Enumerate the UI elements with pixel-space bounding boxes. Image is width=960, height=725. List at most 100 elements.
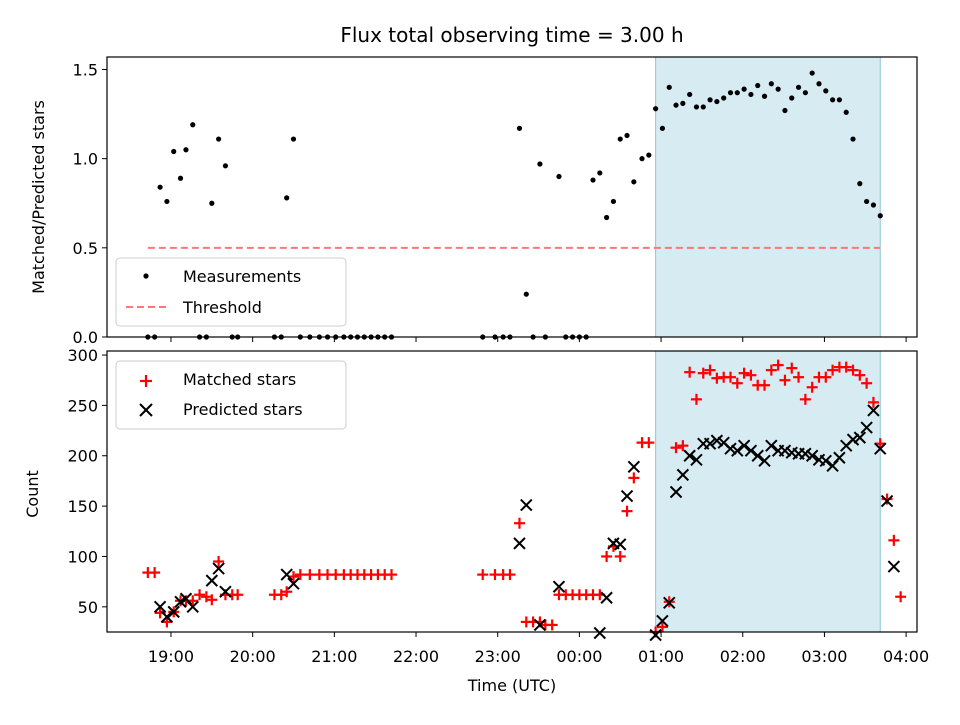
matched-star-point xyxy=(294,569,306,581)
bottom-y-axis-label: Count xyxy=(23,470,42,518)
measurement-point xyxy=(816,81,822,87)
matched-star-point xyxy=(684,366,696,378)
bottom-y-axis: 50 100 150 200 250 300 xyxy=(67,346,107,617)
x-tick-label: 23:00 xyxy=(475,647,521,666)
matched-star-point xyxy=(213,555,225,567)
measurement-point xyxy=(523,291,529,297)
predicted-star-point xyxy=(167,605,180,619)
predicted-star-point xyxy=(805,449,819,462)
measurement-point xyxy=(707,97,713,103)
top-panel: 0.0 0.5 1.0 1.5 Matched/Predicted stars Mea… xyxy=(29,56,918,347)
top-y-axis: 0.0 0.5 1.0 1.5 xyxy=(73,60,107,347)
matched-star-point xyxy=(799,393,811,405)
predicted-star-point xyxy=(620,489,634,503)
predicted-star-point xyxy=(533,618,547,632)
matched-star-point xyxy=(793,371,805,383)
measurement-point xyxy=(177,175,184,181)
measurement-point xyxy=(209,200,215,206)
measurement-point xyxy=(284,195,290,201)
matched-star-point xyxy=(888,534,900,546)
bottom-legend-box xyxy=(115,360,347,430)
measurement-point xyxy=(741,86,747,92)
matched-star-point xyxy=(504,569,516,581)
measurement-point xyxy=(687,91,693,98)
matched-star-point xyxy=(670,442,682,454)
matched-star-point xyxy=(765,364,777,376)
predicted-star-point xyxy=(846,433,860,446)
matched-star-point xyxy=(677,440,689,452)
measurement-point xyxy=(590,177,596,183)
x-tick-label: 20:00 xyxy=(230,647,276,666)
matched-star-point xyxy=(854,369,866,381)
matched-star-point xyxy=(724,371,736,383)
measurement-point xyxy=(864,198,870,205)
top-y-axis-label: Matched/Predicted stars xyxy=(29,100,48,294)
measurement-point xyxy=(714,98,720,105)
predicted-star-point xyxy=(614,538,627,551)
matched-star-point xyxy=(656,621,668,633)
predicted-star-point xyxy=(710,434,724,447)
measurement-point xyxy=(734,90,740,96)
top-y-tick-label: 1.0 xyxy=(73,150,98,169)
measurement-point xyxy=(727,90,734,96)
measurement-point xyxy=(171,148,177,155)
measurement-point xyxy=(666,84,672,90)
measurement-point xyxy=(290,136,297,142)
matched-star-point xyxy=(745,369,757,381)
matched-star-point xyxy=(731,377,743,389)
bottom-legend: Matched stars Predicted stars xyxy=(115,360,347,430)
measurement-point xyxy=(183,147,189,153)
predicted-star-point xyxy=(649,628,662,642)
predicted-star-point xyxy=(627,460,641,474)
x-tick-label: 19:00 xyxy=(148,647,194,666)
measurement-point xyxy=(673,102,679,108)
measurement-point xyxy=(164,198,170,205)
matched-star-point xyxy=(513,517,525,529)
measurement-point xyxy=(653,106,659,112)
x-tick-label: 22:00 xyxy=(393,647,439,666)
measurement-point xyxy=(782,107,788,114)
matched-star-point xyxy=(194,589,206,601)
measurement-point xyxy=(639,156,645,162)
matched-star-point xyxy=(386,569,398,581)
predicted-star-point xyxy=(153,600,167,614)
measurement-point xyxy=(556,173,562,180)
measurement-point xyxy=(775,86,781,92)
predicted-star-point xyxy=(860,421,873,434)
matched-star-point xyxy=(206,594,218,606)
predicted-star-point xyxy=(593,626,607,640)
legend-matched-marker xyxy=(140,375,152,387)
matched-star-point xyxy=(895,591,907,603)
legend-threshold-label: Threshold xyxy=(182,298,262,317)
legend-matched-label: Matched stars xyxy=(183,370,296,389)
matched-star-point xyxy=(820,371,832,383)
matched-star-point xyxy=(738,367,750,379)
matched-star-point xyxy=(867,396,879,408)
x-tick-label: 03:00 xyxy=(801,647,847,666)
measurement-point xyxy=(823,88,829,94)
predicted-star-point xyxy=(819,454,832,467)
measurement-point xyxy=(617,136,623,142)
top-y-tick-label: 0.5 xyxy=(73,239,98,258)
predicted-star-point xyxy=(833,451,846,464)
measurement-point xyxy=(877,213,883,219)
predicted-star-point xyxy=(520,498,533,512)
x-tick-label: 00:00 xyxy=(556,647,602,666)
measurement-point xyxy=(659,125,666,131)
x-tick-label: 02:00 xyxy=(720,647,766,666)
matched-star-point xyxy=(697,367,709,379)
predicted-star-point xyxy=(663,596,676,609)
predicted-star-point xyxy=(724,442,737,455)
measurement-point xyxy=(843,109,849,115)
matched-star-point xyxy=(827,364,839,376)
measurement-point xyxy=(761,93,768,99)
predicted-star-point xyxy=(600,591,613,604)
bottom-y-tick-label: 200 xyxy=(67,447,98,466)
predicted-star-point xyxy=(853,431,867,444)
predicted-star-point xyxy=(690,453,703,466)
predicted-star-point xyxy=(676,468,690,482)
matched-star-point xyxy=(806,381,818,393)
predicted-star-point xyxy=(778,444,792,457)
bottom-axes-frame xyxy=(106,350,918,633)
bottom-y-tick-label: 250 xyxy=(67,396,98,415)
